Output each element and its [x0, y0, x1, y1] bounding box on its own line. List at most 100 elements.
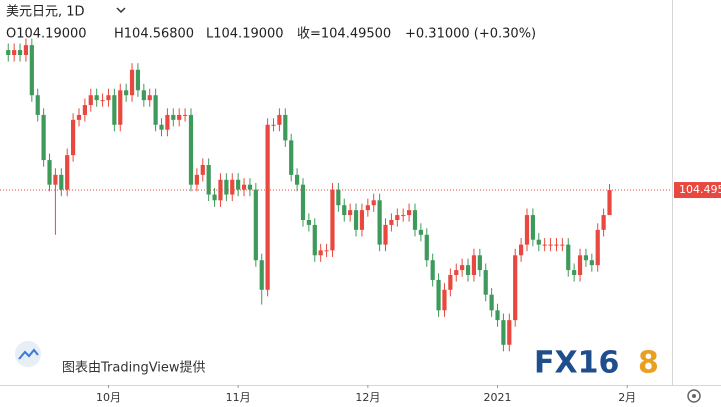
candle-body [200, 165, 205, 175]
candle-body [12, 50, 17, 55]
candle-body [448, 275, 453, 290]
candle-body [442, 289, 447, 311]
candle-body [324, 250, 329, 252]
candle-body [530, 215, 535, 240]
candle-body [536, 239, 541, 245]
candle-body [53, 174, 58, 185]
last-price-box [674, 182, 721, 199]
candle-body [147, 95, 152, 101]
candle-body [88, 95, 93, 106]
candle-body [454, 270, 459, 275]
candle-body [424, 234, 429, 261]
candle-body [560, 244, 565, 246]
candle-body [17, 50, 23, 55]
candle-body [165, 114, 170, 130]
x-tick-label: 2021 [484, 391, 512, 404]
candle-body [377, 200, 382, 245]
candle-body [236, 179, 241, 190]
candle-body [283, 114, 288, 141]
candle-body [182, 114, 188, 116]
candle-body [106, 95, 111, 101]
candle-body [501, 320, 506, 345]
candle-body [29, 45, 34, 96]
tv-logo-mark [18, 348, 39, 360]
x-tick-label: 2月 [618, 391, 636, 404]
candle-body [471, 255, 477, 275]
candle-body [430, 260, 435, 280]
candle-body [300, 184, 306, 220]
candle-body [59, 174, 64, 190]
symbol[interactable]: 美元日元, 1D [6, 5, 85, 20]
logo-left: FX16 [534, 346, 619, 381]
logo-right: 8 [638, 346, 659, 381]
candle-body [318, 250, 323, 256]
candle-body [76, 114, 82, 120]
x-tick-label: 10月 [96, 391, 121, 404]
candle-body [460, 265, 465, 271]
settings-icon[interactable] [687, 389, 701, 403]
candle-body [595, 229, 600, 266]
candle-body [306, 220, 311, 225]
ohlc-change: +0.31000 (+0.30%) [405, 27, 536, 42]
candle-body [406, 210, 412, 216]
x-tick-label: 11月 [226, 391, 251, 404]
candle-body [583, 255, 589, 261]
candle-body [348, 210, 353, 216]
candle-body [94, 95, 99, 101]
candle-body [418, 229, 423, 235]
candle-body [371, 200, 376, 206]
settings-icon-center [692, 394, 696, 398]
candle-body [271, 124, 276, 126]
candle-body [548, 244, 553, 246]
candle-body [82, 105, 87, 115]
candle-body [566, 244, 571, 271]
candle-body [507, 320, 512, 345]
candle-body [342, 205, 347, 216]
candle-body [477, 255, 482, 271]
candle-body [47, 160, 52, 185]
ohlc-low: L104.19000 [206, 27, 284, 42]
candle-body [6, 50, 11, 55]
candle-body [589, 260, 594, 266]
candle-body [330, 189, 335, 251]
last-price-label: 104.495 [679, 183, 721, 196]
candle-body [212, 194, 217, 201]
candle-body [542, 244, 547, 246]
candle-body [247, 184, 253, 190]
candle-body [124, 90, 129, 96]
candle-body [577, 255, 583, 275]
candle-body [70, 119, 76, 156]
ohlc-close: 收=104.49500 [297, 27, 391, 42]
candle-body [513, 255, 518, 321]
candle-body [359, 210, 365, 230]
candle-body [524, 215, 530, 245]
ohlc-high: H104.56800 [114, 27, 194, 42]
watermark: 图表由TradingView提供 [62, 360, 206, 376]
candle-body [554, 244, 559, 246]
candle-body [294, 174, 300, 185]
candle-body [436, 279, 441, 311]
candle-body [153, 95, 158, 125]
candle-body [259, 260, 264, 290]
chevron[interactable] [116, 7, 126, 14]
candle-body [365, 205, 370, 211]
candle-body [253, 189, 258, 261]
candle-body [224, 179, 229, 195]
candle-body [601, 215, 606, 230]
candle-body [495, 310, 500, 321]
candle-body [194, 174, 199, 185]
plot [6, 38, 612, 352]
candle-body [289, 140, 294, 175]
candle-body [312, 224, 317, 256]
x-tick-label: 12月 [355, 391, 380, 404]
candle-body [395, 215, 400, 220]
candle-body [159, 124, 164, 130]
candle-body [23, 45, 29, 55]
candle-body [41, 114, 46, 161]
candle-body [389, 220, 394, 225]
candle-body [265, 124, 270, 290]
candle-body [518, 244, 524, 256]
candle-body [65, 155, 70, 190]
